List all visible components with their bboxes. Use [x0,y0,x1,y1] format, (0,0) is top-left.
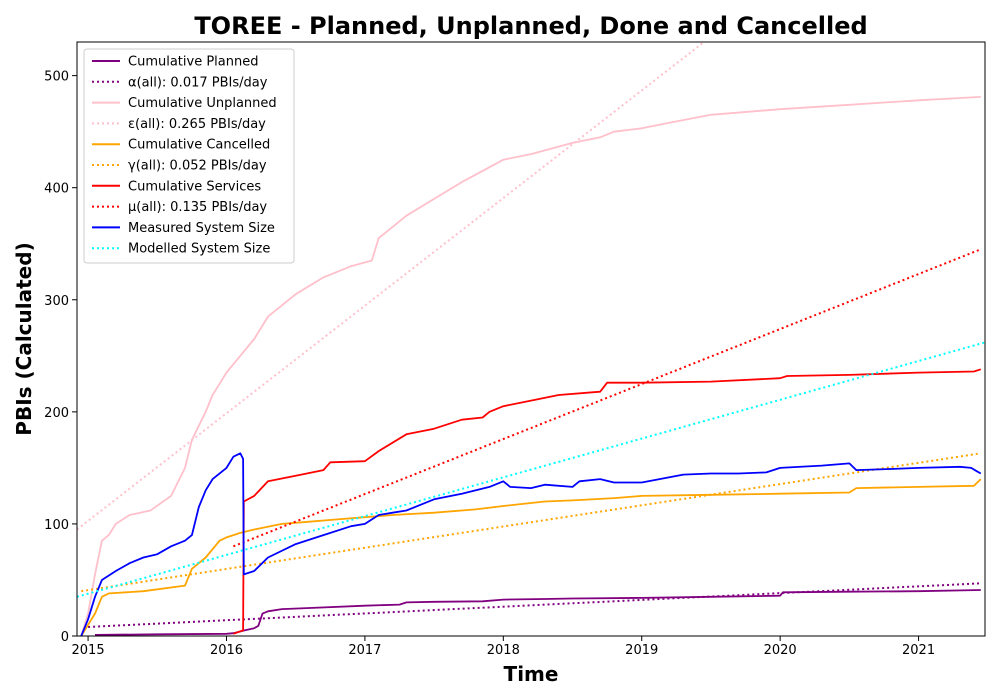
legend-label-cumulative-services: Cumulative Services [128,179,261,194]
x-axis-label: Time [504,662,559,686]
x-tick-label: 2015 [72,643,105,658]
legend-label-modelled-system-size: Modelled System Size [128,242,270,257]
series-line-modelled-system-size [77,342,985,596]
y-tick-label: 100 [44,518,69,533]
y-tick-label: 400 [44,182,69,197]
y-tick-label: 500 [44,70,69,85]
legend: Cumulative Planned α(all): 0.017 PBIs/day… [84,49,294,263]
x-tick-label: 2019 [625,643,658,658]
legend-label-all-0-052-pbis-day: γ(all): 0.052 PBIs/day [128,159,267,174]
legend-label-cumulative-unplanned: Cumulative Unplanned [128,96,277,111]
x-axis: 2015 2016 2017 2018 2019 2020 2021 [72,636,936,658]
legend-label-all-0-135-pbis-day: μ(all): 0.135 PBIs/day [128,200,267,215]
x-tick-label: 2017 [348,643,381,658]
y-axis-label: PBIs (Calculated) [12,242,36,435]
x-tick-label: 2021 [902,643,935,658]
legend-label-all-0-265-pbis-day: ε(all): 0.265 PBIs/day [128,117,266,132]
x-tick-label: 2020 [764,643,797,658]
y-tick-label: 0 [61,630,69,645]
y-tick-label: 300 [44,294,69,309]
series-line-all-0-052-pbis-day [81,453,981,591]
y-axis: 0 100 200 300 400 500 [44,70,77,645]
x-tick-label: 2016 [210,643,243,658]
series-line-all-0-135-pbis-day [233,249,980,546]
series-line-cumulative-planned [95,590,981,635]
series-line-cumulative-cancelled [81,479,981,636]
series-line-all-0-017-pbis-day [88,583,981,627]
legend-label-cumulative-planned: Cumulative Planned [128,55,258,70]
legend-label-cumulative-cancelled: Cumulative Cancelled [128,138,270,153]
legend-label-all-0-017-pbis-day: α(all): 0.017 PBIs/day [128,75,268,90]
chart-title: TOREE - Planned, Unplanned, Done and Can… [194,12,867,40]
y-tick-label: 200 [44,406,69,421]
x-tick-label: 2018 [487,643,520,658]
legend-label-measured-system-size: Measured System Size [128,221,275,236]
